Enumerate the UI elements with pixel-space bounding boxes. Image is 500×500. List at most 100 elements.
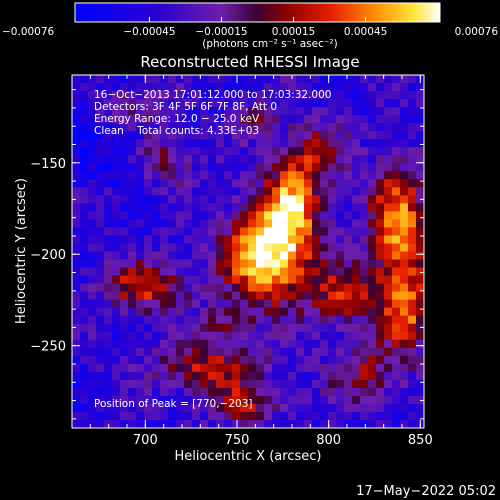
heatmap-cell bbox=[256, 339, 265, 349]
heatmap-cell bbox=[200, 331, 209, 341]
colorbar: −0.00076 −0.00045 −0.00015 0.00015 0.00045 0.… bbox=[2, 2, 498, 50]
heatmap-cell bbox=[232, 363, 241, 373]
heatmap-cell bbox=[296, 307, 305, 317]
heatmap-cell bbox=[224, 171, 233, 180]
heatmap-cell bbox=[272, 195, 281, 204]
heatmap-cell bbox=[280, 171, 289, 180]
heatmap-cell bbox=[144, 275, 153, 285]
heatmap-cell bbox=[104, 291, 113, 301]
heatmap-cell bbox=[320, 163, 329, 172]
heatmap-cell bbox=[120, 155, 129, 164]
heatmap-cell bbox=[408, 259, 417, 269]
heatmap-cell bbox=[248, 403, 257, 413]
heatmap-cell bbox=[192, 411, 201, 421]
heatmap-cell bbox=[168, 155, 177, 164]
heatmap-cell bbox=[184, 411, 193, 421]
heatmap-cell bbox=[288, 339, 297, 349]
heatmap-cell bbox=[120, 83, 129, 92]
heatmap-cell bbox=[368, 363, 377, 373]
heatmap-cell bbox=[384, 243, 393, 253]
heatmap-cell bbox=[272, 291, 281, 301]
heatmap-cell bbox=[376, 411, 385, 421]
heatmap-cell bbox=[120, 187, 129, 196]
heatmap-cell bbox=[392, 283, 401, 293]
heatmap-cell bbox=[136, 331, 145, 341]
heatmap-cell bbox=[272, 307, 281, 317]
heatmap-cell bbox=[200, 275, 209, 285]
heatmap-cell bbox=[232, 243, 241, 253]
heatmap-cell bbox=[384, 395, 393, 405]
heatmap-cell bbox=[368, 251, 377, 261]
heatmap-cell bbox=[312, 147, 321, 156]
heatmap-cell bbox=[288, 411, 297, 421]
heatmap-cell bbox=[80, 195, 89, 204]
heatmap-cell bbox=[304, 403, 313, 413]
heatmap-cell bbox=[72, 147, 81, 156]
heatmap-cell bbox=[288, 419, 297, 428]
heatmap-cell bbox=[392, 195, 401, 204]
heatmap-cell bbox=[72, 227, 81, 237]
heatmap-cell bbox=[352, 387, 361, 397]
heatmap-cell bbox=[328, 291, 337, 301]
heatmap-cell bbox=[72, 387, 81, 397]
heatmap-cell bbox=[304, 203, 313, 212]
heatmap-cell bbox=[216, 115, 225, 124]
heatmap-cell bbox=[152, 411, 161, 421]
heatmap-cell bbox=[200, 259, 209, 269]
heatmap-cell bbox=[280, 371, 289, 381]
heatmap-cell bbox=[240, 123, 249, 132]
heatmap-cell bbox=[384, 251, 393, 261]
heatmap-cell bbox=[128, 339, 137, 349]
heatmap-cell bbox=[336, 155, 345, 164]
heatmap-cell bbox=[128, 155, 137, 164]
heatmap-cell bbox=[392, 235, 401, 245]
heatmap-cell bbox=[304, 139, 313, 148]
heatmap-cell bbox=[224, 387, 233, 397]
heatmap-cell bbox=[176, 115, 185, 124]
heatmap-cell bbox=[136, 299, 145, 309]
heatmap-cell bbox=[208, 123, 217, 132]
heatmap-cell bbox=[240, 323, 249, 333]
heatmap-cell bbox=[232, 379, 241, 389]
heatmap-cell bbox=[256, 283, 265, 293]
heatmap-cell bbox=[144, 171, 153, 180]
heatmap-cell bbox=[352, 323, 361, 333]
heatmap-cell bbox=[328, 139, 337, 148]
heatmap-cell bbox=[336, 83, 345, 92]
heatmap-cell bbox=[352, 163, 361, 172]
heatmap-cell bbox=[120, 99, 129, 108]
heatmap-cell bbox=[272, 123, 281, 132]
heatmap-cell bbox=[152, 299, 161, 309]
heatmap-cell bbox=[312, 283, 321, 293]
heatmap-cell bbox=[272, 411, 281, 421]
heatmap-cell bbox=[216, 123, 225, 132]
heatmap-cell bbox=[168, 411, 177, 421]
heatmap-cell bbox=[272, 283, 281, 293]
heatmap-cell bbox=[200, 251, 209, 261]
heatmap-cell bbox=[392, 403, 401, 413]
heatmap-cell bbox=[104, 171, 113, 180]
heatmap-cell bbox=[208, 355, 217, 365]
heatmap-cell bbox=[344, 307, 353, 317]
heatmap-cell bbox=[80, 403, 89, 413]
heatmap-cell bbox=[192, 403, 201, 413]
heatmap-cell bbox=[312, 259, 321, 269]
heatmap-cell bbox=[144, 363, 153, 373]
heatmap-cell bbox=[168, 403, 177, 413]
heatmap-cell bbox=[408, 211, 417, 221]
heatmap-cell bbox=[176, 315, 185, 325]
heatmap-cell bbox=[304, 275, 313, 285]
heatmap-cell bbox=[184, 155, 193, 164]
heatmap-cell bbox=[416, 387, 424, 397]
heatmap-cell bbox=[176, 147, 185, 156]
heatmap-cell bbox=[304, 307, 313, 317]
heatmap-cell bbox=[104, 131, 113, 140]
heatmap-cell bbox=[264, 403, 273, 413]
heatmap-cell bbox=[72, 235, 81, 245]
heatmap-cell bbox=[248, 139, 257, 148]
heatmap-cell bbox=[360, 75, 369, 84]
heatmap-cell bbox=[176, 123, 185, 132]
heatmap-cell bbox=[248, 379, 257, 389]
heatmap-cell bbox=[104, 355, 113, 365]
heatmap-cell bbox=[360, 179, 369, 188]
